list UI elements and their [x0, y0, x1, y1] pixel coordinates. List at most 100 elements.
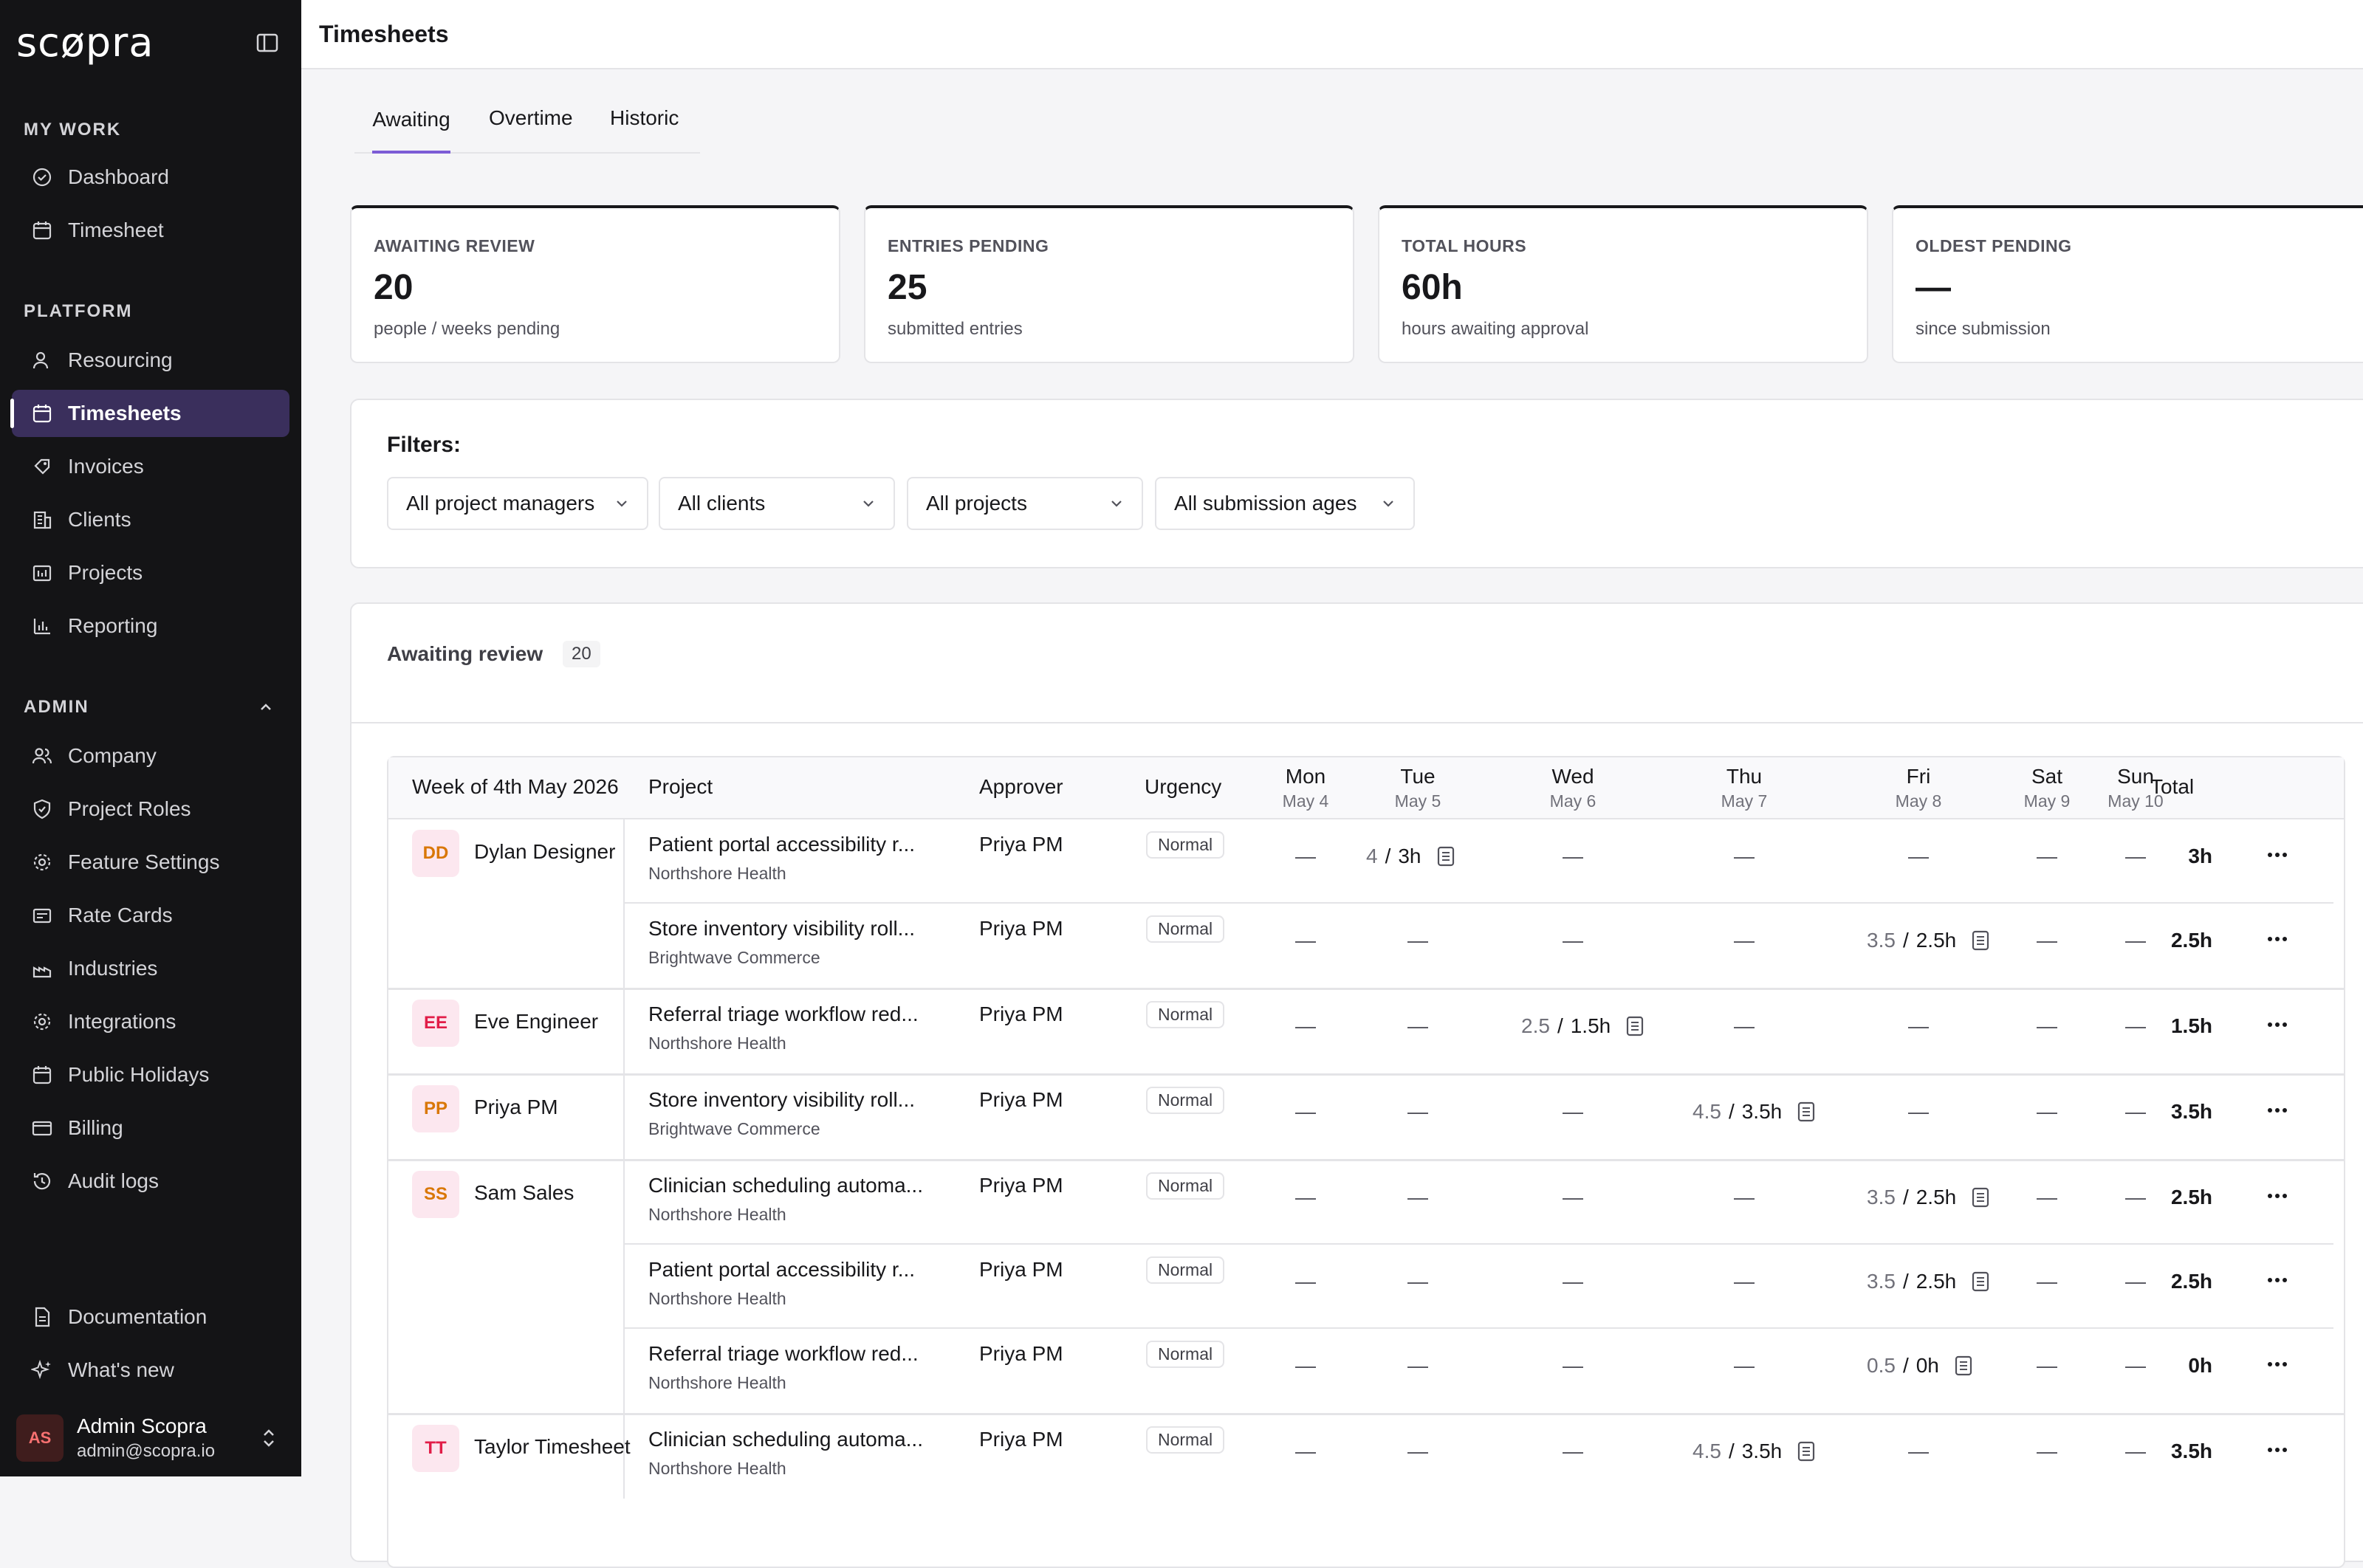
empty-day: —	[1407, 1100, 1428, 1123]
chevron-up-icon[interactable]	[255, 697, 276, 718]
project-name[interactable]: Clinician scheduling automa...	[648, 1174, 923, 1197]
sidebar-item-public-holidays[interactable]: Public Holidays	[12, 1051, 289, 1098]
empty-day: —	[2125, 1100, 2146, 1123]
sidebar-item-dashboard[interactable]: Dashboard	[12, 154, 289, 201]
sidebar-item-feature-settings[interactable]: Feature Settings	[12, 839, 289, 886]
note-icon[interactable]	[1954, 1355, 1973, 1377]
more-options-button[interactable]	[2263, 1016, 2292, 1038]
row-total: 2.5h	[2170, 1186, 2212, 1208]
client-name: Northshore Health	[648, 1373, 786, 1392]
more-options-button[interactable]	[2263, 1101, 2292, 1124]
empty-day: —	[2037, 1014, 2057, 1037]
sidebar-item-industries[interactable]: Industries	[12, 945, 289, 992]
sidebar-item-label: Invoices	[68, 455, 144, 478]
more-options-button[interactable]	[2263, 1355, 2292, 1378]
sidebar-item-timesheet[interactable]: Timesheet	[12, 207, 289, 254]
project-name[interactable]: Patient portal accessibility r...	[648, 1258, 916, 1281]
project-name[interactable]: Referral triage workflow red...	[648, 1342, 919, 1365]
sidebar-toggle-icon[interactable]	[255, 31, 279, 55]
more-options-button[interactable]	[2263, 1271, 2292, 1293]
hours-separator: /	[1728, 1100, 1735, 1123]
more-options-button[interactable]	[2263, 930, 2292, 952]
chevrons-up-down-icon	[264, 1429, 274, 1447]
credit-card-icon	[32, 1121, 52, 1136]
note-icon[interactable]	[1797, 1440, 1816, 1462]
client-select[interactable]: All clients	[659, 477, 895, 530]
day-hours[interactable]: 3.5 / 2.5h	[1867, 1186, 1990, 1209]
sidebar-item-reporting[interactable]: Reporting	[12, 602, 289, 650]
sidebar-item-rate-cards[interactable]: Rate Cards	[12, 892, 289, 939]
empty-day: —	[1734, 1270, 1755, 1293]
approved-hours: 2.5h	[1916, 1270, 1957, 1293]
sidebar-item-whats-new[interactable]: What's new	[12, 1347, 289, 1394]
note-icon[interactable]	[1436, 845, 1455, 867]
sidebar-item-invoices[interactable]: Invoices	[12, 443, 289, 490]
sidebar-item-project-roles[interactable]: Project Roles	[12, 785, 289, 833]
day-hours[interactable]: 3.5 / 2.5h	[1867, 1270, 1990, 1293]
note-icon[interactable]	[1971, 929, 1990, 952]
sidebar-item-label: Reporting	[68, 614, 158, 637]
row-divider	[625, 1327, 2333, 1329]
sidebar-item-documentation[interactable]: Documentation	[12, 1293, 289, 1341]
project-name[interactable]: Patient portal accessibility r...	[648, 833, 916, 856]
sidebar-item-label: Timesheet	[68, 219, 164, 241]
calendar-icon	[32, 1066, 52, 1084]
project-manager-select[interactable]: All project managers	[387, 477, 648, 530]
empty-day: —	[2125, 845, 2146, 867]
approved-hours: 3.5h	[1741, 1100, 1783, 1123]
note-icon[interactable]	[1971, 1186, 1990, 1208]
more-options-button[interactable]	[2263, 846, 2292, 868]
client-name: Brightwave Commerce	[648, 948, 820, 967]
project-name[interactable]: Store inventory visibility roll...	[648, 917, 916, 940]
sidebar-item-clients[interactable]: Clients	[12, 496, 289, 543]
urgency-badge: Normal	[1146, 831, 1225, 859]
sidebar-item-audit-logs[interactable]: Audit logs	[12, 1158, 289, 1205]
user-menu[interactable]: AS Admin Scopra admin@scopra.io	[16, 1410, 289, 1466]
sidebar-item-label: Rate Cards	[68, 904, 173, 926]
day-hours[interactable]: 2.5 / 1.5h	[1521, 1014, 1645, 1038]
submission-age-select[interactable]: All submission ages	[1155, 477, 1415, 530]
empty-day: —	[1734, 1186, 1755, 1208]
sidebar: scøpra MY WORK Dashboard Timesheet PLATF…	[0, 0, 301, 1476]
empty-day: —	[1407, 929, 1428, 952]
calendar-icon	[32, 221, 52, 240]
stat-label: AWAITING REVIEW	[374, 236, 535, 255]
sidebar-item-label: Documentation	[68, 1305, 208, 1328]
calendar-icon	[32, 405, 52, 423]
sidebar-item-company[interactable]: Company	[12, 732, 289, 780]
sidebar-item-billing[interactable]: Billing	[12, 1104, 289, 1152]
avatar: PP	[412, 1085, 459, 1132]
gear-icon	[33, 1013, 51, 1031]
project-name[interactable]: Store inventory visibility roll...	[648, 1088, 916, 1111]
rate-card-icon	[32, 908, 52, 924]
tab-awaiting[interactable]: Awaiting	[372, 106, 450, 154]
more-options-button[interactable]	[2263, 1441, 2292, 1463]
empty-day: —	[1295, 1440, 1316, 1462]
sidebar-item-integrations[interactable]: Integrations	[12, 998, 289, 1045]
day-hours[interactable]: 4 / 3h	[1366, 845, 1455, 868]
project-name[interactable]: Referral triage workflow red...	[648, 1003, 919, 1025]
stat-card-total-hours: TOTAL HOURS 60h hours awaiting approval	[1378, 205, 1868, 363]
section-label-platform: PLATFORM	[24, 301, 133, 321]
sidebar-item-label: What's new	[68, 1358, 174, 1381]
note-icon[interactable]	[1797, 1101, 1816, 1123]
empty-day: —	[1563, 1100, 1583, 1123]
avatar: TT	[412, 1425, 459, 1472]
note-icon[interactable]	[1971, 1270, 1990, 1293]
sidebar-item-projects[interactable]: Projects	[12, 549, 289, 596]
column-sat: Sat May 9	[2003, 765, 2091, 811]
more-options-button[interactable]	[2263, 1187, 2292, 1209]
project-select[interactable]: All projects	[907, 477, 1143, 530]
day-hours[interactable]: 3.5 / 2.5h	[1867, 929, 1990, 952]
sidebar-item-resourcing[interactable]: Resourcing	[12, 337, 289, 384]
day-hours[interactable]: 4.5 / 3.5h	[1692, 1440, 1816, 1463]
project-name[interactable]: Clinician scheduling automa...	[648, 1428, 923, 1451]
day-hours[interactable]: 4.5 / 3.5h	[1692, 1100, 1816, 1124]
note-icon[interactable]	[1625, 1015, 1645, 1037]
day-hours[interactable]: 0.5 / 0h	[1867, 1354, 1973, 1378]
row-total: 3.5h	[2170, 1440, 2212, 1462]
column-project: Project	[648, 775, 713, 798]
sidebar-item-timesheets[interactable]: Timesheets	[10, 390, 289, 437]
tab-overtime[interactable]: Overtime	[489, 106, 573, 129]
tab-historic[interactable]: Historic	[610, 106, 679, 129]
